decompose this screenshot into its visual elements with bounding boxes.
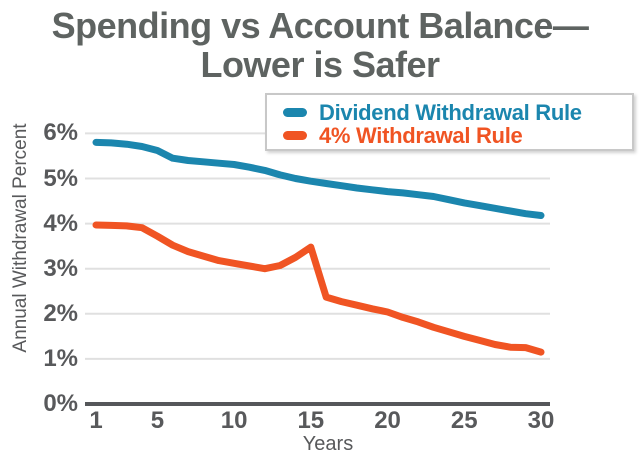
x-axis-label: Years: [302, 433, 354, 455]
x-tick-label: 30: [527, 407, 555, 434]
y-tick-label: 5%: [43, 164, 78, 192]
y-tick-label: 1%: [43, 344, 78, 372]
y-tick-label: 0%: [43, 390, 78, 417]
y-tick-label: 6%: [43, 119, 78, 147]
legend-label: 4% Withdrawal Rule: [319, 123, 523, 148]
legend-marker-icon: [283, 108, 307, 117]
y-tick-label: 2%: [43, 299, 78, 327]
series-line-dividend-withdrawal-rule: [92, 138, 545, 219]
chart-title: Spending vs Account Balance— Lower is Sa…: [0, 6, 640, 84]
legend-marker-icon: [283, 131, 307, 140]
legend-label: Dividend Withdrawal Rule: [319, 100, 582, 125]
legend-item: 4% Withdrawal Rule: [283, 124, 632, 147]
y-tick-label: 4%: [43, 209, 78, 237]
chart-title-line1: Spending vs Account Balance—: [51, 5, 589, 46]
chart-title-line2: Lower is Safer: [200, 44, 440, 85]
x-tick-label: 5: [150, 407, 165, 434]
y-tick-label: 3%: [43, 254, 78, 282]
x-tick-label: 20: [374, 407, 401, 434]
x-tick-label: 10: [220, 407, 248, 434]
x-tick-label: 25: [450, 407, 478, 434]
legend-item: Dividend Withdrawal Rule: [283, 101, 632, 124]
x-tick-label: 15: [297, 407, 325, 434]
legend-box: Dividend Withdrawal Rule 4% Withdrawal Ru…: [265, 93, 634, 151]
series-line-4-withdrawal-rule: [92, 221, 545, 356]
x-tick-label: 1: [89, 407, 103, 434]
